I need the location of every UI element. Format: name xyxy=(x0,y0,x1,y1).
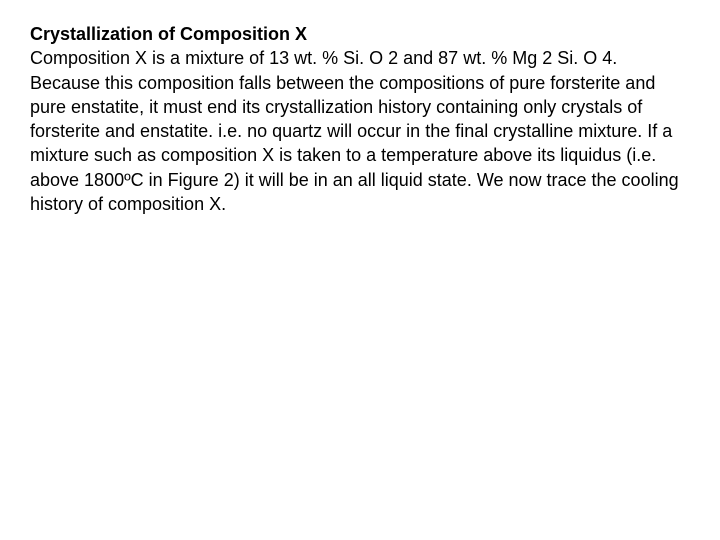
document-page: Crystallization of Composition X Composi… xyxy=(0,0,720,216)
section-heading: Crystallization of Composition X xyxy=(30,22,690,46)
body-paragraph: Composition X is a mixture of 13 wt. % S… xyxy=(30,46,690,216)
